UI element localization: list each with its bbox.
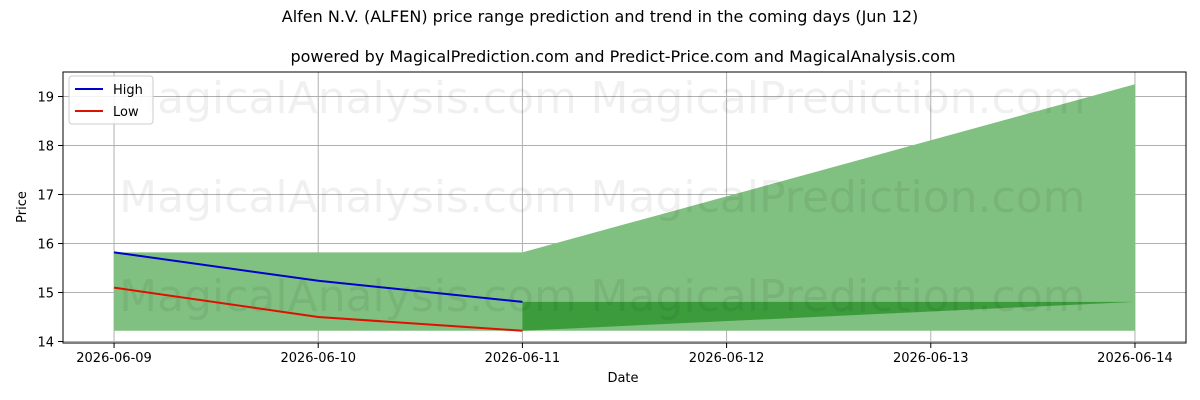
x-tick-label: 2026-06-09 (76, 351, 152, 366)
watermarks: MagicalAnalysis.com MagicalPrediction.com… (119, 73, 1085, 322)
y-tick-label: 18 (37, 140, 54, 155)
x-tick-label: 2026-06-12 (689, 351, 765, 366)
x-axis-ticks: 2026-06-09 2026-06-10 2026-06-11 2026-06-12… (76, 343, 1173, 366)
watermark-text: MagicalPrediction.com (591, 73, 1086, 124)
series-line-high (113, 251, 523, 303)
x-tick-label: 2026-06-11 (485, 351, 561, 366)
watermark-text: MagicalAnalysis.com (119, 271, 577, 322)
watermark-text: MagicalAnalysis.com (119, 73, 577, 124)
y-tick-label: 15 (37, 287, 54, 302)
watermark-text: MagicalPrediction.com (591, 271, 1086, 322)
y-axis-label: Price (15, 191, 30, 223)
x-tick-label: 2026-06-13 (893, 351, 969, 366)
watermark-text: MagicalPrediction.com (591, 172, 1086, 223)
y-tick-label: 17 (37, 189, 54, 204)
y-tick-label: 19 (37, 91, 54, 106)
y-tick-label: 14 (37, 336, 54, 351)
chart-title: Alfen N.V. (ALFEN) price range predictio… (282, 7, 919, 26)
series-lines (113, 251, 523, 332)
prediction-band-1 (522, 84, 1135, 331)
prediction-band-0 (114, 252, 523, 331)
y-tick-label: 16 (37, 238, 54, 253)
watermark-text: MagicalAnalysis.com (119, 172, 577, 223)
legend: High Low (68, 75, 154, 125)
chart-subtitle: powered by MagicalPrediction.com and Pre… (290, 47, 955, 66)
legend-label-low: Low (113, 105, 139, 120)
x-tick-label: 2026-06-10 (280, 351, 356, 366)
series-line-low (113, 286, 523, 332)
x-axis-label: Date (607, 371, 638, 386)
legend-label-high: High (113, 83, 143, 98)
prediction-bands (114, 84, 1135, 331)
prediction-band-2 (522, 301, 1135, 331)
plot-frame (62, 71, 1187, 344)
x-tick-label: 2026-06-14 (1097, 351, 1173, 366)
y-axis-ticks: 14 15 16 17 18 19 (37, 91, 63, 351)
